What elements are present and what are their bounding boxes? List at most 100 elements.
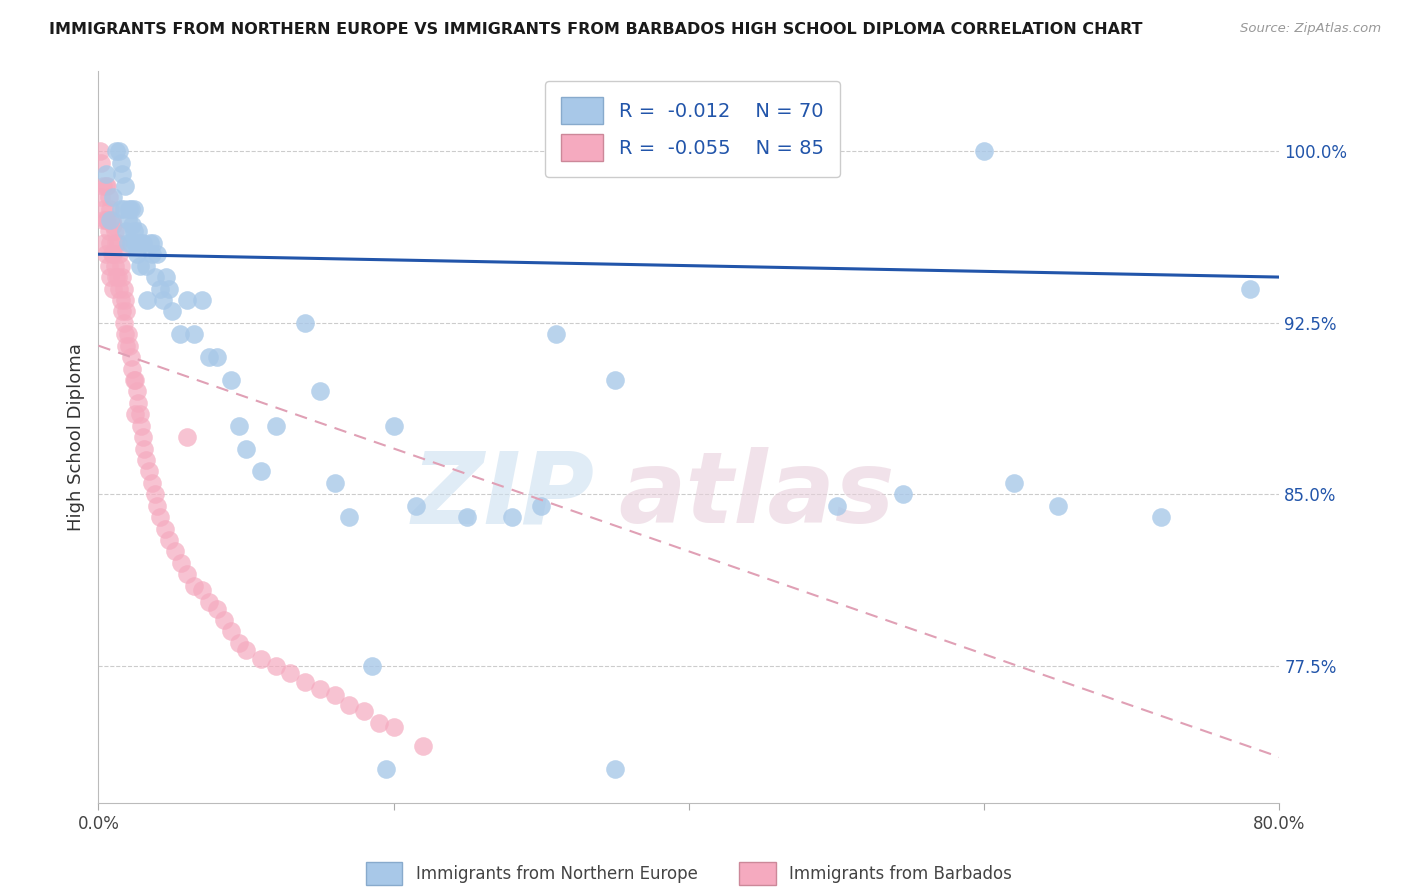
Point bbox=[294, 674, 316, 689]
Point bbox=[183, 579, 205, 593]
Point bbox=[891, 487, 914, 501]
Point bbox=[104, 224, 127, 238]
Point bbox=[122, 202, 145, 216]
Point bbox=[112, 316, 135, 330]
Point bbox=[191, 293, 214, 307]
Point bbox=[1239, 281, 1261, 295]
Point bbox=[323, 475, 346, 490]
Point bbox=[235, 442, 257, 456]
Point bbox=[152, 293, 174, 307]
Point bbox=[280, 665, 302, 680]
Point bbox=[162, 304, 183, 318]
Point bbox=[134, 442, 156, 456]
Point bbox=[136, 293, 159, 307]
Point bbox=[135, 259, 157, 273]
Text: Source: ZipAtlas.com: Source: ZipAtlas.com bbox=[1240, 22, 1381, 36]
Point bbox=[117, 213, 139, 227]
Point bbox=[143, 487, 166, 501]
Point bbox=[110, 155, 132, 169]
Point bbox=[157, 533, 180, 547]
Point bbox=[114, 178, 136, 193]
Point bbox=[112, 202, 135, 216]
Point bbox=[169, 327, 191, 342]
Point bbox=[1150, 510, 1173, 524]
Point bbox=[146, 499, 169, 513]
Point bbox=[118, 338, 141, 352]
Point bbox=[198, 594, 221, 608]
Point bbox=[125, 384, 148, 399]
Point bbox=[128, 407, 150, 421]
Point bbox=[94, 167, 117, 181]
Point bbox=[124, 235, 146, 250]
Point bbox=[127, 396, 149, 410]
Point bbox=[118, 202, 141, 216]
Point bbox=[104, 259, 127, 273]
Point bbox=[205, 350, 228, 364]
Point bbox=[605, 762, 627, 776]
Point bbox=[1046, 499, 1070, 513]
Point bbox=[108, 247, 131, 261]
Point bbox=[235, 642, 257, 657]
Point bbox=[149, 281, 172, 295]
Point bbox=[129, 418, 152, 433]
Point bbox=[112, 281, 135, 295]
Point bbox=[228, 636, 250, 650]
Point bbox=[250, 652, 273, 666]
Point bbox=[120, 202, 142, 216]
Point bbox=[128, 259, 150, 273]
Point bbox=[323, 689, 346, 703]
Point bbox=[339, 510, 361, 524]
Text: IMMIGRANTS FROM NORTHERN EUROPE VS IMMIGRANTS FROM BARBADOS HIGH SCHOOL DIPLOMA : IMMIGRANTS FROM NORTHERN EUROPE VS IMMIG… bbox=[49, 22, 1143, 37]
Point bbox=[120, 350, 142, 364]
Point bbox=[107, 235, 129, 250]
Point bbox=[105, 235, 128, 250]
Point bbox=[139, 235, 162, 250]
Point bbox=[1002, 475, 1025, 490]
Point bbox=[501, 510, 523, 524]
Y-axis label: High School Diploma: High School Diploma bbox=[66, 343, 84, 531]
Point bbox=[91, 178, 114, 193]
Point bbox=[530, 499, 553, 513]
Point bbox=[228, 418, 250, 433]
Point bbox=[155, 270, 177, 285]
Point bbox=[108, 281, 131, 295]
Point bbox=[135, 453, 157, 467]
Point bbox=[250, 464, 273, 478]
Point bbox=[105, 270, 128, 285]
Legend: Immigrants from Northern Europe, Immigrants from Barbados: Immigrants from Northern Europe, Immigra… bbox=[359, 855, 1019, 892]
Point bbox=[93, 202, 115, 216]
Point bbox=[605, 373, 627, 387]
Point bbox=[100, 247, 122, 261]
Point bbox=[117, 235, 139, 250]
Point bbox=[98, 270, 121, 285]
Point bbox=[117, 327, 139, 342]
Point bbox=[94, 247, 117, 261]
Point bbox=[103, 218, 125, 232]
Point bbox=[138, 464, 160, 478]
Point bbox=[103, 190, 125, 204]
Point bbox=[98, 202, 121, 216]
Point bbox=[108, 145, 131, 159]
Point bbox=[825, 499, 848, 513]
Point bbox=[309, 384, 332, 399]
Point bbox=[405, 499, 427, 513]
Point bbox=[176, 567, 198, 582]
Point bbox=[97, 259, 120, 273]
Point bbox=[89, 145, 111, 159]
Point bbox=[339, 698, 361, 712]
Point bbox=[141, 247, 163, 261]
Point bbox=[412, 739, 434, 753]
Point bbox=[382, 418, 405, 433]
Point bbox=[110, 259, 132, 273]
Point bbox=[183, 327, 205, 342]
Point bbox=[143, 270, 166, 285]
Point bbox=[146, 247, 169, 261]
Point bbox=[125, 247, 148, 261]
Point bbox=[105, 145, 128, 159]
Point bbox=[153, 521, 176, 535]
Point bbox=[97, 190, 120, 204]
Point bbox=[309, 681, 332, 696]
Point bbox=[132, 235, 155, 250]
Point bbox=[111, 270, 134, 285]
Point bbox=[191, 583, 214, 598]
